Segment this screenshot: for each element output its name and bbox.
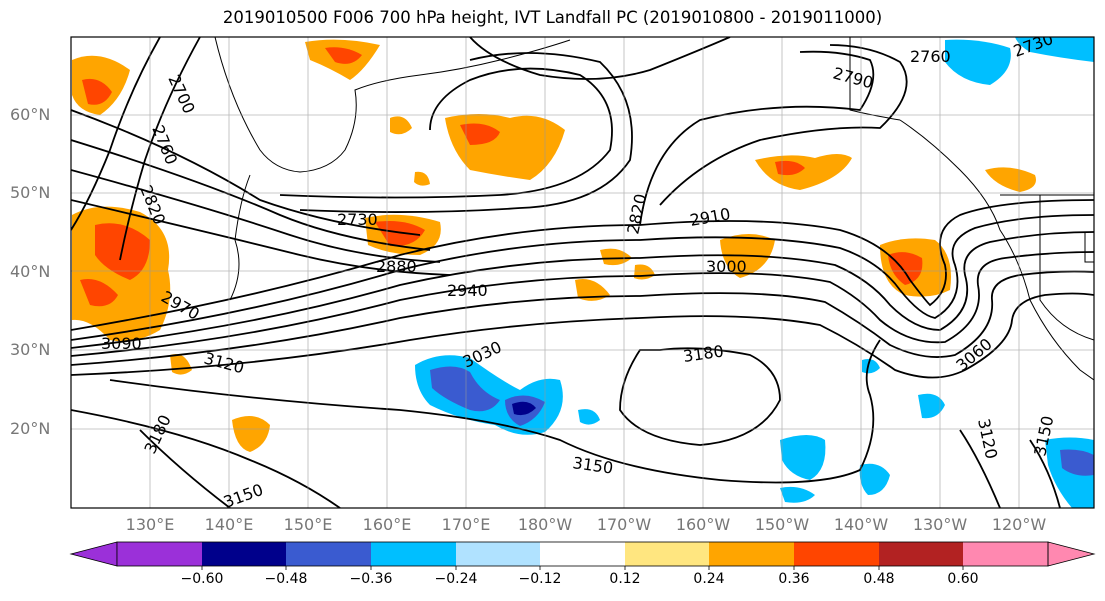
contour-label: 2940: [447, 281, 488, 300]
lon-label: 130°E: [125, 515, 175, 534]
coastlines: [214, 37, 1094, 381]
lon-label: 150°E: [283, 515, 333, 534]
map-frame: [70, 36, 1095, 509]
colorbar-tick-label: 0.12: [609, 571, 641, 587]
map-title: 2019010500 F006 700 hPa height, IVT Land…: [222, 8, 883, 27]
colorbar-tick-label: 0.48: [863, 571, 895, 587]
lat-label-20n: 20°N: [10, 419, 51, 438]
colorbar-tick-label: −0.48: [264, 571, 308, 587]
contour-label: 3090: [101, 334, 142, 353]
contour-label: 2880: [376, 257, 417, 276]
colorbar-tick-label: −0.60: [180, 571, 224, 587]
lon-label: 160°E: [362, 515, 412, 534]
lon-label: 180°W: [517, 515, 573, 534]
ivt-negative-shading: [415, 37, 1094, 508]
lat-label-50n: 50°N: [10, 183, 51, 202]
lon-label: 120°W: [991, 515, 1047, 534]
height-contours: [71, 37, 1094, 508]
lon-label: 130°W: [912, 515, 968, 534]
lon-label: 140°E: [204, 515, 254, 534]
lat-label-60n: 60°N: [10, 105, 51, 124]
gridlines: [71, 37, 1094, 508]
lon-label: 160°W: [675, 515, 731, 534]
ivt-positive-shading: [72, 39, 1036, 452]
lon-label: 150°W: [754, 515, 810, 534]
contour-label: 2730: [337, 210, 378, 229]
lon-label: 140°W: [833, 515, 889, 534]
colorbar-tick-label: −0.24: [434, 571, 478, 587]
lat-label-40n: 40°N: [10, 262, 51, 281]
lat-label-30n: 30°N: [10, 340, 51, 359]
colorbar-tick-label: −0.36: [349, 571, 393, 587]
contour-label: 3000: [706, 257, 747, 276]
contour-label: 2760: [910, 47, 951, 66]
colorbar-tick-label: −0.12: [518, 571, 562, 587]
lon-label: 170°E: [441, 515, 491, 534]
colorbar: [69, 541, 1096, 570]
colorbar-tick-label: 0.24: [693, 571, 725, 587]
colorbar-tick-label: 0.60: [947, 571, 979, 587]
lon-label: 170°W: [596, 515, 652, 534]
colorbar-tick-label: 0.36: [778, 571, 810, 587]
